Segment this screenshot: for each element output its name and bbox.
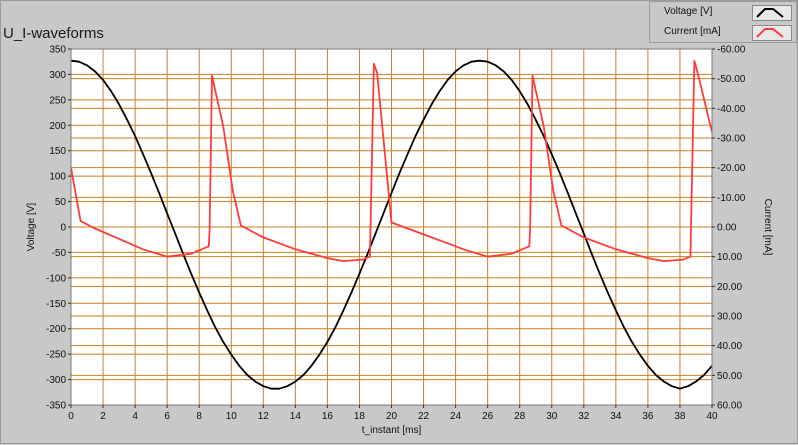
x-tick-label: 16 [322,411,334,422]
legend: Voltage [V] Current [mA] [649,1,797,43]
y2-tick-label: 0.00 [717,223,737,234]
x-tick-label: 22 [418,411,430,422]
grid [71,49,712,405]
y2-tick-label: -10.00 [717,193,746,204]
legend-swatch-current[interactable] [752,25,792,41]
series-group [71,59,712,390]
series-line-voltage [71,59,712,390]
y-tick-label: -150 [46,299,66,310]
y-tick-label: -200 [46,324,66,335]
x-tick-label: 34 [610,411,622,422]
y2-tick-label: -20.00 [717,163,746,174]
x-tick-label: 26 [482,411,494,422]
x-tick-label: 40 [706,411,718,422]
x-tick-label: 8 [196,411,202,422]
series-line-current [71,60,712,263]
x-tick-label: 12 [258,411,270,422]
y-tick-label: 200 [49,121,66,132]
y2-tick-label: 10.00 [717,252,742,263]
y-tick-label: -250 [46,350,66,361]
y2-tick-label: -50.00 [717,74,746,85]
legend-line-current-icon [756,28,784,38]
y-tick-label: 350 [49,45,66,56]
y-tick-label: 100 [49,172,66,183]
x-axis-label: t_instant [ms] [362,425,422,436]
y-tick-label: 50 [55,197,67,208]
y-tick-label: 250 [49,95,66,106]
x-tick-label: 10 [226,411,238,422]
legend-label-voltage: Voltage [V] [664,6,713,17]
legend-swatch-voltage[interactable] [752,5,792,21]
x-axis-ticks: 0 2 4 6 8 10 12 14 16 18 20 22 24 26 28 30 32 34 36 38 40 [68,405,718,422]
y-axis-label: Voltage [V] [26,203,37,252]
x-tick-label: 2 [100,411,106,422]
legend-line-voltage-icon [756,8,784,18]
x-tick-label: 38 [674,411,686,422]
y-tick-label: 150 [49,146,66,157]
legend-label-current: Current [mA] [664,26,721,37]
chart-title: U_I-waveforms [3,25,104,42]
x-tick-label: 6 [164,411,170,422]
x-tick-label: 24 [450,411,462,422]
x-tick-label: 28 [514,411,526,422]
y-tick-label: 0 [60,223,66,234]
x-tick-label: 18 [354,411,366,422]
y2-tick-label: 50.00 [717,371,742,382]
x-tick-label: 0 [68,411,74,422]
y2-tick-label: -40.00 [717,104,746,115]
y-tick-label: -350 [46,401,66,412]
y2-tick-label: -60.00 [717,45,746,56]
y2-tick-label: 60.00 [717,401,742,412]
y-tick-label: -300 [46,375,66,386]
y2-tick-label: 20.00 [717,282,742,293]
x-tick-label: 36 [642,411,654,422]
legend-item-current[interactable]: Current [mA] [650,23,796,43]
y2-tick-label: -30.00 [717,134,746,145]
y2-tick-label: 40.00 [717,341,742,352]
x-tick-label: 32 [578,411,590,422]
x-tick-label: 20 [386,411,398,422]
x-tick-label: 4 [132,411,138,422]
x-tick-label: 14 [290,411,302,422]
y-tick-label: -50 [52,248,67,259]
y-axis-ticks: 350 300 250 200 150 100 50 0 -50 -100 -150 -200 -250… [46,45,71,412]
y2-axis-label: Current [mA] [762,199,773,256]
x-tick-label: 30 [546,411,558,422]
y2-axis-ticks: -60.00 -50.00 -40.00 -30.00 -20.00 -10.00 0.00… [712,45,746,412]
y-tick-label: -100 [46,273,66,284]
legend-item-voltage[interactable]: Voltage [V] [650,3,796,23]
y-tick-label: 300 [49,70,66,81]
y2-tick-label: 30.00 [717,312,742,323]
